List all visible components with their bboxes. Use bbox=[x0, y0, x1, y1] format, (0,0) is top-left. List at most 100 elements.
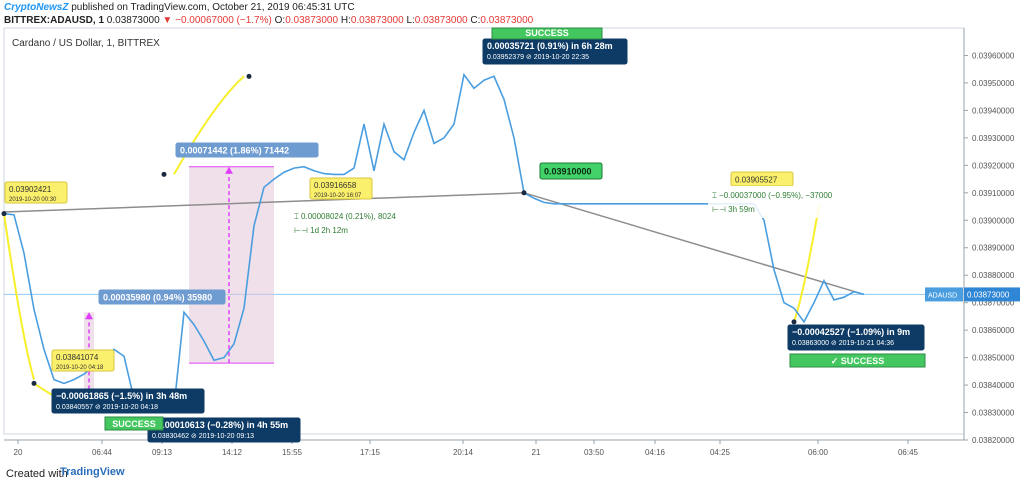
footer: Created with TradingView bbox=[0, 460, 1024, 486]
annotation-a10[interactable]: 0.03905527 bbox=[730, 171, 794, 187]
annotation-a2[interactable]: 0.03841074 2019-10-20 04:18 bbox=[51, 349, 115, 372]
close-value: 0.03873000 bbox=[480, 15, 534, 26]
y-tick-label: 0.03880000 bbox=[972, 271, 1015, 280]
annotation-a9[interactable]: 0.03910000 bbox=[539, 162, 603, 180]
low-value: 0.03873000 bbox=[414, 15, 468, 26]
last-price-tag bbox=[964, 287, 1020, 302]
annotation-a3[interactable]: −0.00061865 (−1.5%) in 3h 48m 0.03840557 … bbox=[51, 388, 205, 414]
y-tick-label: 0.03840000 bbox=[972, 381, 1015, 390]
x-tick-label: 06:44 bbox=[92, 448, 113, 457]
measure-label: ⌶ 0.00008024 (0.21%), 8024 ⊢⊣ 1d 2h 12m bbox=[290, 207, 425, 241]
annotation-text: 0.03905527 bbox=[735, 176, 778, 185]
y-tick-label: 0.03920000 bbox=[972, 161, 1015, 170]
pivot-dot[interactable] bbox=[31, 380, 37, 386]
annotation-text: 0.03910000 bbox=[544, 167, 592, 177]
last-price: 0.03873000 bbox=[106, 15, 160, 26]
annotation-text: −0.00042527 (−1.09%) in 9m bbox=[792, 327, 910, 337]
measure-labels: ⌶ 0.00008024 (0.21%), 8024⊢⊣ 1d 2h 12m⌶ … bbox=[290, 186, 850, 241]
high-value: 0.03873000 bbox=[350, 15, 404, 26]
x-tick-label: 14:12 bbox=[222, 448, 243, 457]
arrow-head-icon bbox=[225, 166, 233, 174]
pivot-dot[interactable] bbox=[521, 190, 527, 196]
header-line-2: BITTREX:ADAUSD, 1 0.03873000 ▼ −0.000670… bbox=[4, 15, 533, 26]
y-tick-label: 0.03870000 bbox=[972, 299, 1015, 308]
annotation-a4[interactable]: −0.00010613 (−0.28%) in 4h 55m 0.03830462… bbox=[147, 417, 301, 443]
gain-range-box bbox=[189, 166, 274, 364]
success-box bbox=[104, 416, 164, 431]
annotation-a8[interactable]: 0.00035721 (0.91%) in 6h 28m 0.03952379 ⊘… bbox=[482, 38, 628, 65]
annotation-box bbox=[539, 162, 603, 180]
y-tick-label: 0.03860000 bbox=[972, 326, 1015, 335]
success-box bbox=[491, 27, 603, 40]
pivot-dot[interactable] bbox=[161, 171, 167, 177]
price-tag: ADAUSD 0.03873000 bbox=[925, 287, 1020, 302]
high-label: H: bbox=[340, 15, 351, 26]
y-tick-label: 0.03850000 bbox=[972, 354, 1015, 363]
brand-name[interactable]: CryptoNewsZ bbox=[4, 2, 69, 13]
x-tick-label: 21 bbox=[532, 448, 541, 457]
x-tick-label: 15:55 bbox=[282, 448, 303, 457]
open-label: O: bbox=[274, 15, 286, 26]
annotation-box bbox=[175, 142, 319, 158]
y-tick-label: 0.03940000 bbox=[972, 106, 1015, 115]
success-badge: SUCCESS bbox=[104, 416, 164, 431]
annotation-text: −0.00061865 (−1.5%) in 3h 48m bbox=[56, 391, 187, 401]
annotation-text: 0.03840557 ⊘ 2019-10-20 04:18 bbox=[56, 404, 158, 411]
low-label: L: bbox=[406, 15, 415, 26]
y-tick-label: 0.03830000 bbox=[972, 409, 1015, 418]
x-tick-label: 04:16 bbox=[645, 448, 666, 457]
y-tick-label: 0.03890000 bbox=[972, 244, 1015, 253]
annotation-text: 0.00035721 (0.91%) in 6h 28m bbox=[487, 41, 613, 51]
pivot-dot[interactable] bbox=[1, 211, 7, 217]
y-tick-label: 0.03820000 bbox=[972, 436, 1015, 445]
y-tick-label: 0.03930000 bbox=[972, 134, 1015, 143]
x-tick-label: 09:13 bbox=[152, 448, 173, 457]
y-tick-label: 0.03960000 bbox=[972, 51, 1015, 60]
success-badge: ✓ SUCCESS bbox=[789, 353, 926, 368]
annotation-a7[interactable]: 0.03916658 2019-10-20 16:07 bbox=[309, 177, 373, 200]
plot-frame bbox=[3, 27, 965, 435]
chart-title: Cardano / US Dollar, 1, BITTREX bbox=[12, 38, 160, 49]
yellow-curve bbox=[793, 204, 820, 323]
symbol-label[interactable]: BITTREX:ADAUSD, 1 bbox=[4, 15, 105, 26]
arrow-head-icon bbox=[85, 312, 93, 320]
tradingview-logo[interactable]: TradingView bbox=[60, 466, 125, 478]
price-change: ▼ −0.00067000 (−1.7%) bbox=[162, 15, 272, 26]
success-text: SUCCESS bbox=[525, 28, 569, 38]
symbol-tag bbox=[925, 287, 963, 302]
annotation-text: 2019-10-20 00:30 bbox=[9, 197, 57, 203]
yellow-curve bbox=[3, 213, 35, 380]
x-tick-label: 06:45 bbox=[898, 448, 919, 457]
published-info: published on TradingView.com, October 21… bbox=[71, 2, 355, 13]
annotation-a1[interactable]: 0.03902421 2019-10-20 00:30 bbox=[4, 181, 68, 204]
measure-time: ⊢⊣ 1d 2h 12m bbox=[294, 226, 348, 235]
annotation-text: −0.00010613 (−0.28%) in 4h 55m bbox=[152, 420, 288, 430]
annotation-text: 0.03841074 bbox=[56, 353, 99, 362]
pivot-dot[interactable] bbox=[246, 73, 252, 79]
annotation-text: 0.03902421 bbox=[9, 185, 52, 194]
annotation-text: 0.03863000 ⊘ 2019-10-21 04:36 bbox=[792, 340, 894, 347]
chart-header: CryptoNewsZ published on TradingView.com… bbox=[0, 0, 1024, 28]
annotation-text: 2019-10-20 16:07 bbox=[314, 193, 362, 199]
annotation-box bbox=[51, 388, 205, 414]
annotation-text: 0.00071442 (1.86%) 71442 bbox=[180, 146, 289, 156]
annotation-box bbox=[51, 349, 115, 372]
annotation-box bbox=[4, 181, 68, 204]
header-line-1: CryptoNewsZ published on TradingView.com… bbox=[4, 2, 355, 13]
annotation-a11[interactable]: −0.00042527 (−1.09%) in 9m 0.03863000 ⊘ 2… bbox=[787, 324, 925, 351]
y-axis: 0.03820000 0.03830000 0.03840000 0.03850000… bbox=[964, 51, 1015, 445]
measure-box bbox=[708, 186, 850, 218]
annotation-text: 0.03830462 ⊘ 2019-10-20 09:13 bbox=[152, 433, 254, 440]
x-axis: 20 06:44 09:13 14:12 15:55 17:15 20:14 21 03:50 0… bbox=[14, 440, 919, 457]
annotations: 0.03902421 2019-10-20 00:30 0.03841074 2019… bbox=[4, 38, 925, 443]
x-tick-label: 17:15 bbox=[360, 448, 381, 457]
pivot-dot[interactable] bbox=[791, 319, 797, 325]
success-badge: SUCCESS bbox=[491, 27, 603, 40]
annotation-a5[interactable]: 0.00035980 (0.94%) 35980 bbox=[98, 289, 226, 305]
close-label: C: bbox=[470, 15, 481, 26]
annotation-text: 0.00035980 (0.94%) 35980 bbox=[103, 293, 212, 303]
annotation-a6[interactable]: 0.00071442 (1.86%) 71442 bbox=[175, 142, 319, 158]
trend-line[interactable] bbox=[523, 192, 865, 296]
trend-line[interactable] bbox=[3, 192, 525, 213]
